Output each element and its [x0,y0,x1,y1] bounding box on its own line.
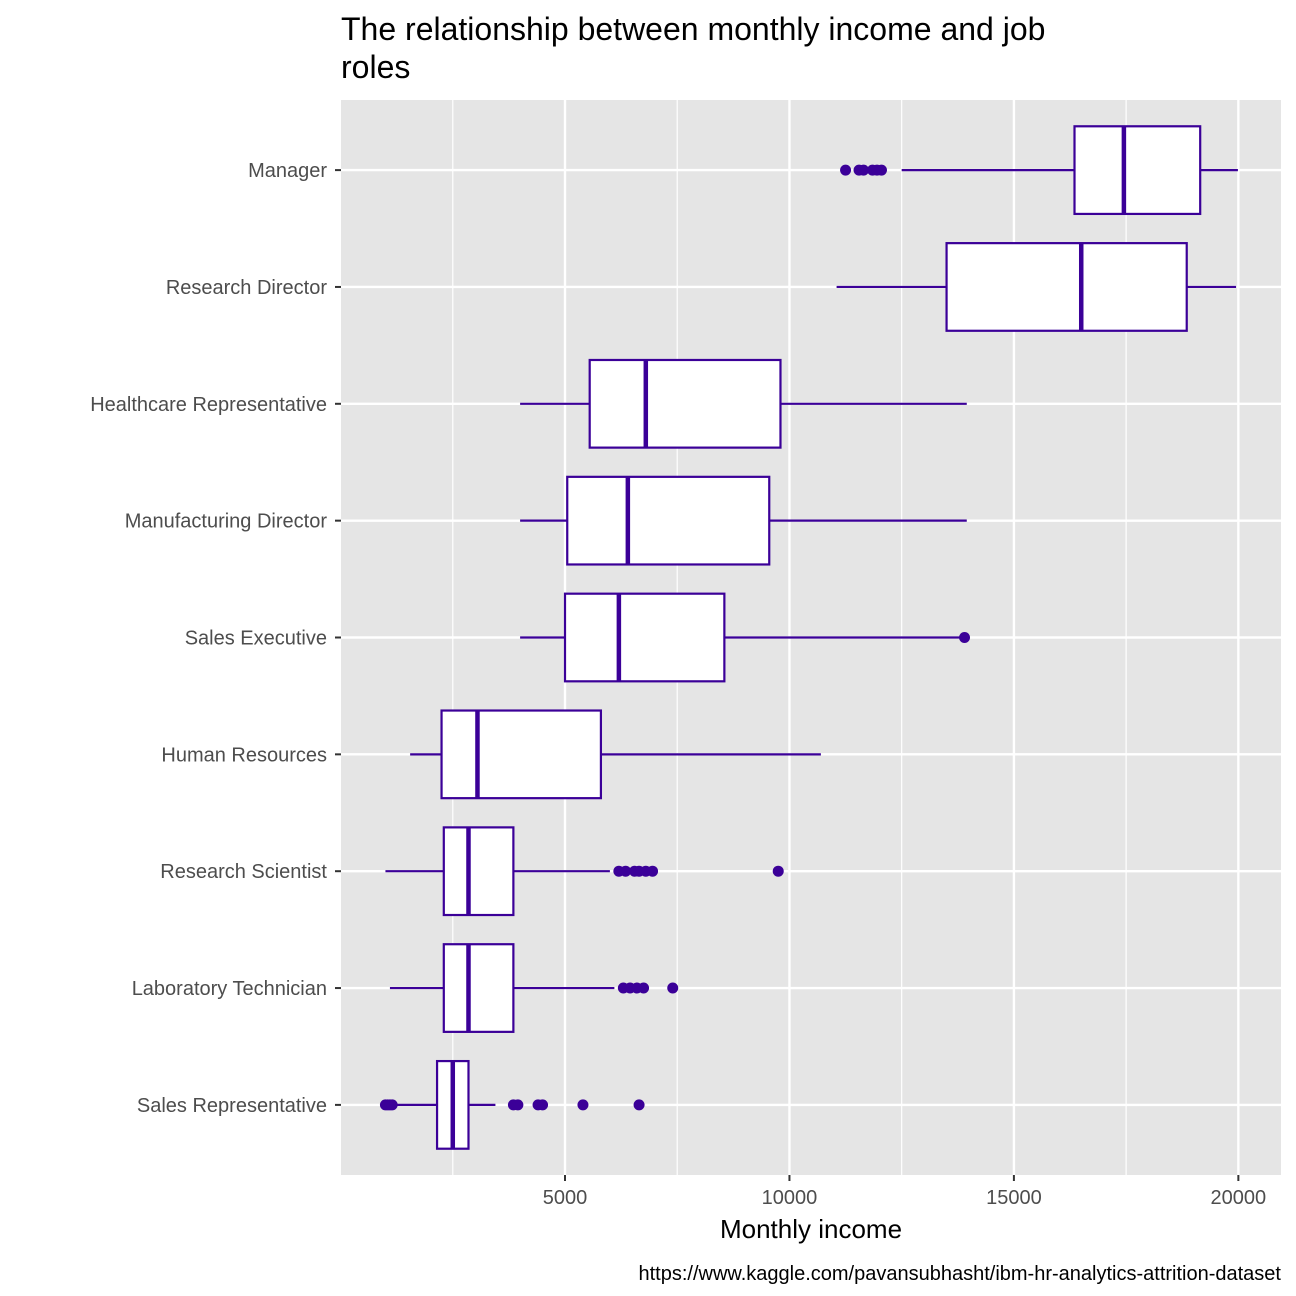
outlier-point [840,164,852,176]
boxplot-healthcare-representative [520,358,967,449]
y-tick-label: Manager [248,160,327,182]
box-iqr [566,475,771,566]
boxplot-sales-representative [379,1059,645,1150]
chart-title-line-2: roles [341,49,410,85]
caption: https://www.kaggle.com/pavansubhasht/ibm… [638,1263,1281,1285]
boxplot-research-director [836,242,1237,332]
outlier-point [633,1099,645,1111]
outlier-point [620,865,632,877]
y-tick-label: Research Scientist [160,861,327,883]
x-axis: 5000 10000 15000 20000 [543,1175,1266,1209]
x-tick-label: 15000 [986,1187,1042,1209]
box-iqr [442,826,515,917]
box-iqr [1073,125,1202,216]
boxplot-human-resources [410,709,821,800]
y-tick-label: Healthcare Representative [90,394,327,416]
box-iqr [563,592,726,683]
x-tick-label: 5000 [543,1187,588,1209]
boxplots [379,125,1238,1150]
chart-title-line-1: The relationship between monthly income … [341,11,1045,47]
outlier-point [577,1099,589,1111]
outlier-point [858,164,870,176]
y-tick-label: Human Resources [161,744,327,766]
boxplot-manager [840,125,1238,216]
y-tick-label: Laboratory Technician [132,978,327,1000]
y-tick-label: Manufacturing Director [125,511,328,533]
outlier-point [647,865,659,877]
boxplot-research-scientist [385,826,784,917]
x-tick-label: 10000 [762,1187,818,1209]
y-tick-label: Research Director [166,277,328,299]
box-iqr [588,358,782,449]
boxplot-manufacturing-director [520,475,967,566]
x-axis-title: Monthly income [720,1214,902,1244]
box-iqr [442,943,515,1033]
outlier-point [772,865,784,877]
y-tick-label: Sales Representative [137,1095,327,1117]
boxplot-laboratory-technician [389,943,679,1033]
y-axis: Manager Research Director Healthcare Repre… [90,160,341,1117]
boxplot-sales-executive [520,592,971,683]
y-tick-label: Sales Executive [185,628,327,650]
box-iqr [440,709,603,800]
box-iqr [945,242,1188,332]
outlier-point [386,1099,398,1111]
outlier-point [537,1099,549,1111]
x-tick-label: 20000 [1211,1187,1267,1209]
outlier-point [875,164,887,176]
outlier-point [638,982,650,994]
outlier-point [667,982,679,994]
outlier-point [512,1099,524,1111]
outlier-point [959,632,971,643]
